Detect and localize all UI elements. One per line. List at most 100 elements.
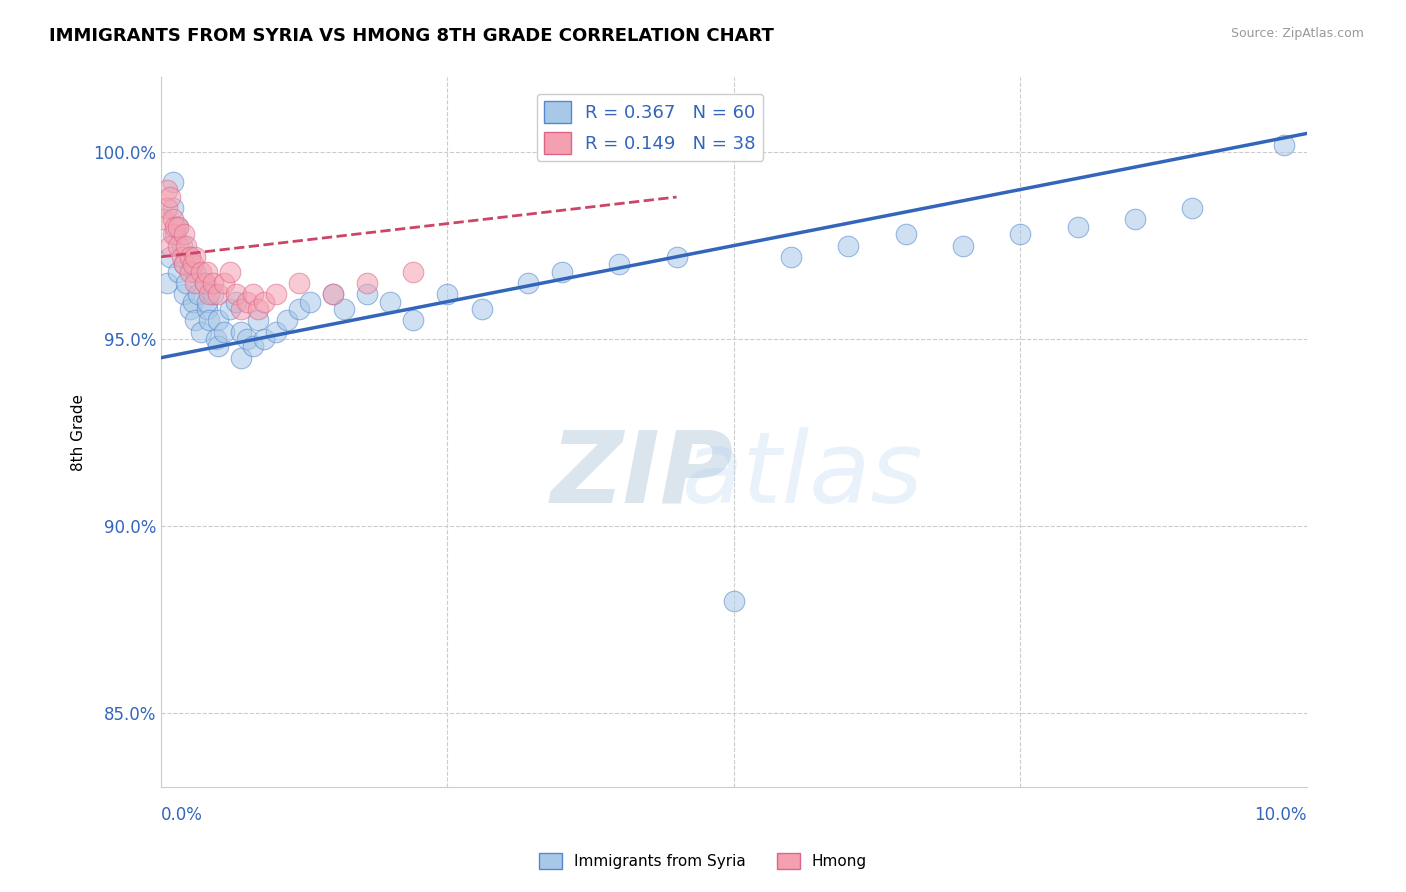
Point [322, 287, 344, 301]
Point [190, 325, 212, 339]
Point [212, 276, 235, 290]
Point [198, 287, 221, 301]
Point [194, 276, 217, 290]
Point [162, 175, 184, 189]
Point [378, 294, 401, 309]
Point [173, 257, 195, 271]
Point [1123, 212, 1146, 227]
Point [952, 238, 974, 252]
Point [159, 250, 181, 264]
Point [551, 265, 574, 279]
Point [179, 250, 201, 264]
Point [236, 294, 259, 309]
Point [181, 294, 204, 309]
Point [174, 276, 197, 290]
Point [184, 276, 207, 290]
Point [181, 257, 204, 271]
Point [225, 294, 247, 309]
Point [170, 238, 193, 252]
Point [287, 302, 309, 317]
Point [231, 325, 253, 339]
Point [195, 302, 218, 317]
Point [162, 227, 184, 242]
Point [276, 313, 298, 327]
Point [184, 265, 207, 279]
Point [194, 276, 217, 290]
Point [195, 294, 218, 309]
Point [156, 276, 179, 290]
Point [780, 250, 803, 264]
Point [212, 325, 235, 339]
Point [162, 201, 184, 215]
Point [173, 257, 195, 271]
Point [1066, 219, 1088, 234]
Point [894, 227, 917, 242]
Point [242, 287, 264, 301]
Point [156, 201, 179, 215]
Point [402, 313, 425, 327]
Legend: R = 0.367   N = 60, R = 0.149   N = 38: R = 0.367 N = 60, R = 0.149 N = 38 [537, 94, 763, 161]
Point [167, 238, 190, 252]
Point [174, 238, 197, 252]
Text: ZIP: ZIP [551, 426, 734, 524]
Point [225, 287, 247, 301]
Point [179, 265, 201, 279]
Text: Source: ZipAtlas.com: Source: ZipAtlas.com [1230, 27, 1364, 40]
Point [1010, 227, 1032, 242]
Point [170, 250, 193, 264]
Point [163, 219, 186, 234]
Point [231, 351, 253, 365]
Point [167, 265, 190, 279]
Point [173, 227, 195, 242]
Text: atlas: atlas [682, 426, 924, 524]
Point [207, 287, 229, 301]
Point [356, 287, 378, 301]
Point [236, 332, 259, 346]
Point [207, 339, 229, 353]
Point [242, 339, 264, 353]
Point [247, 313, 270, 327]
Point [253, 332, 276, 346]
Point [162, 212, 184, 227]
Point [163, 227, 186, 242]
Point [167, 219, 190, 234]
Text: 0.0%: 0.0% [162, 806, 202, 824]
Point [201, 287, 224, 301]
Point [436, 287, 458, 301]
Point [167, 219, 190, 234]
Point [218, 302, 240, 317]
Text: 10.0%: 10.0% [1254, 806, 1306, 824]
Point [516, 276, 538, 290]
Point [205, 332, 228, 346]
Point [247, 302, 270, 317]
Point [298, 294, 321, 309]
Point [152, 212, 174, 227]
Point [264, 287, 287, 301]
Point [1272, 137, 1295, 152]
Point [173, 287, 195, 301]
Point [179, 302, 201, 317]
Point [184, 313, 207, 327]
Point [253, 294, 276, 309]
Point [665, 250, 688, 264]
Point [218, 265, 240, 279]
Point [231, 302, 253, 317]
Point [264, 325, 287, 339]
Point [837, 238, 859, 252]
Point [190, 265, 212, 279]
Point [187, 287, 209, 301]
Point [607, 257, 630, 271]
Point [198, 313, 221, 327]
Point [184, 250, 207, 264]
Point [201, 276, 224, 290]
Point [1181, 201, 1204, 215]
Point [356, 276, 378, 290]
Point [471, 302, 494, 317]
Point [322, 287, 344, 301]
Text: IMMIGRANTS FROM SYRIA VS HMONG 8TH GRADE CORRELATION CHART: IMMIGRANTS FROM SYRIA VS HMONG 8TH GRADE… [49, 27, 775, 45]
Point [287, 276, 309, 290]
Point [179, 250, 201, 264]
Point [333, 302, 356, 317]
Point [159, 238, 181, 252]
Point [402, 265, 425, 279]
